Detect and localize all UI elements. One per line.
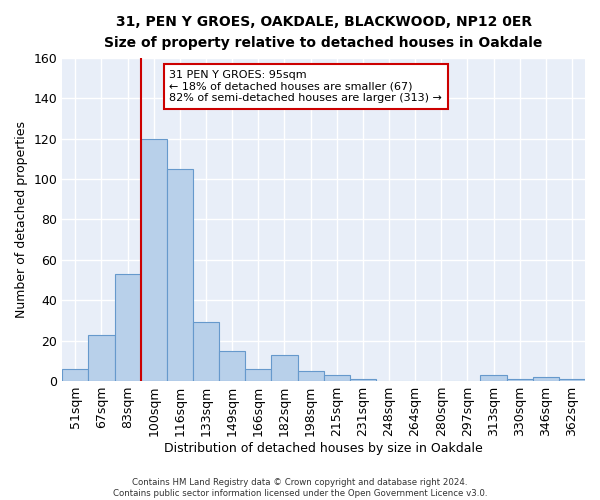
Bar (559, 379, 585, 381)
Bar (62, 369, 88, 381)
Bar (271, 355, 298, 381)
Y-axis label: Number of detached properties: Number of detached properties (15, 121, 28, 318)
Bar (115, 274, 140, 381)
Bar (88, 334, 115, 381)
X-axis label: Distribution of detached houses by size in Oakdale: Distribution of detached houses by size … (164, 442, 483, 455)
Bar (481, 375, 506, 381)
Bar (350, 379, 376, 381)
Text: 31 PEN Y GROES: 95sqm
← 18% of detached houses are smaller (67)
82% of semi-deta: 31 PEN Y GROES: 95sqm ← 18% of detached … (169, 70, 442, 103)
Bar (245, 369, 271, 381)
Title: 31, PEN Y GROES, OAKDALE, BLACKWOOD, NP12 0ER
Size of property relative to detac: 31, PEN Y GROES, OAKDALE, BLACKWOOD, NP1… (104, 15, 543, 50)
Text: Contains HM Land Registry data © Crown copyright and database right 2024.
Contai: Contains HM Land Registry data © Crown c… (113, 478, 487, 498)
Bar (533, 377, 559, 381)
Bar (506, 379, 533, 381)
Bar (140, 138, 167, 381)
Bar (219, 351, 245, 381)
Bar (298, 371, 323, 381)
Bar (167, 169, 193, 381)
Bar (193, 322, 219, 381)
Bar (323, 375, 350, 381)
